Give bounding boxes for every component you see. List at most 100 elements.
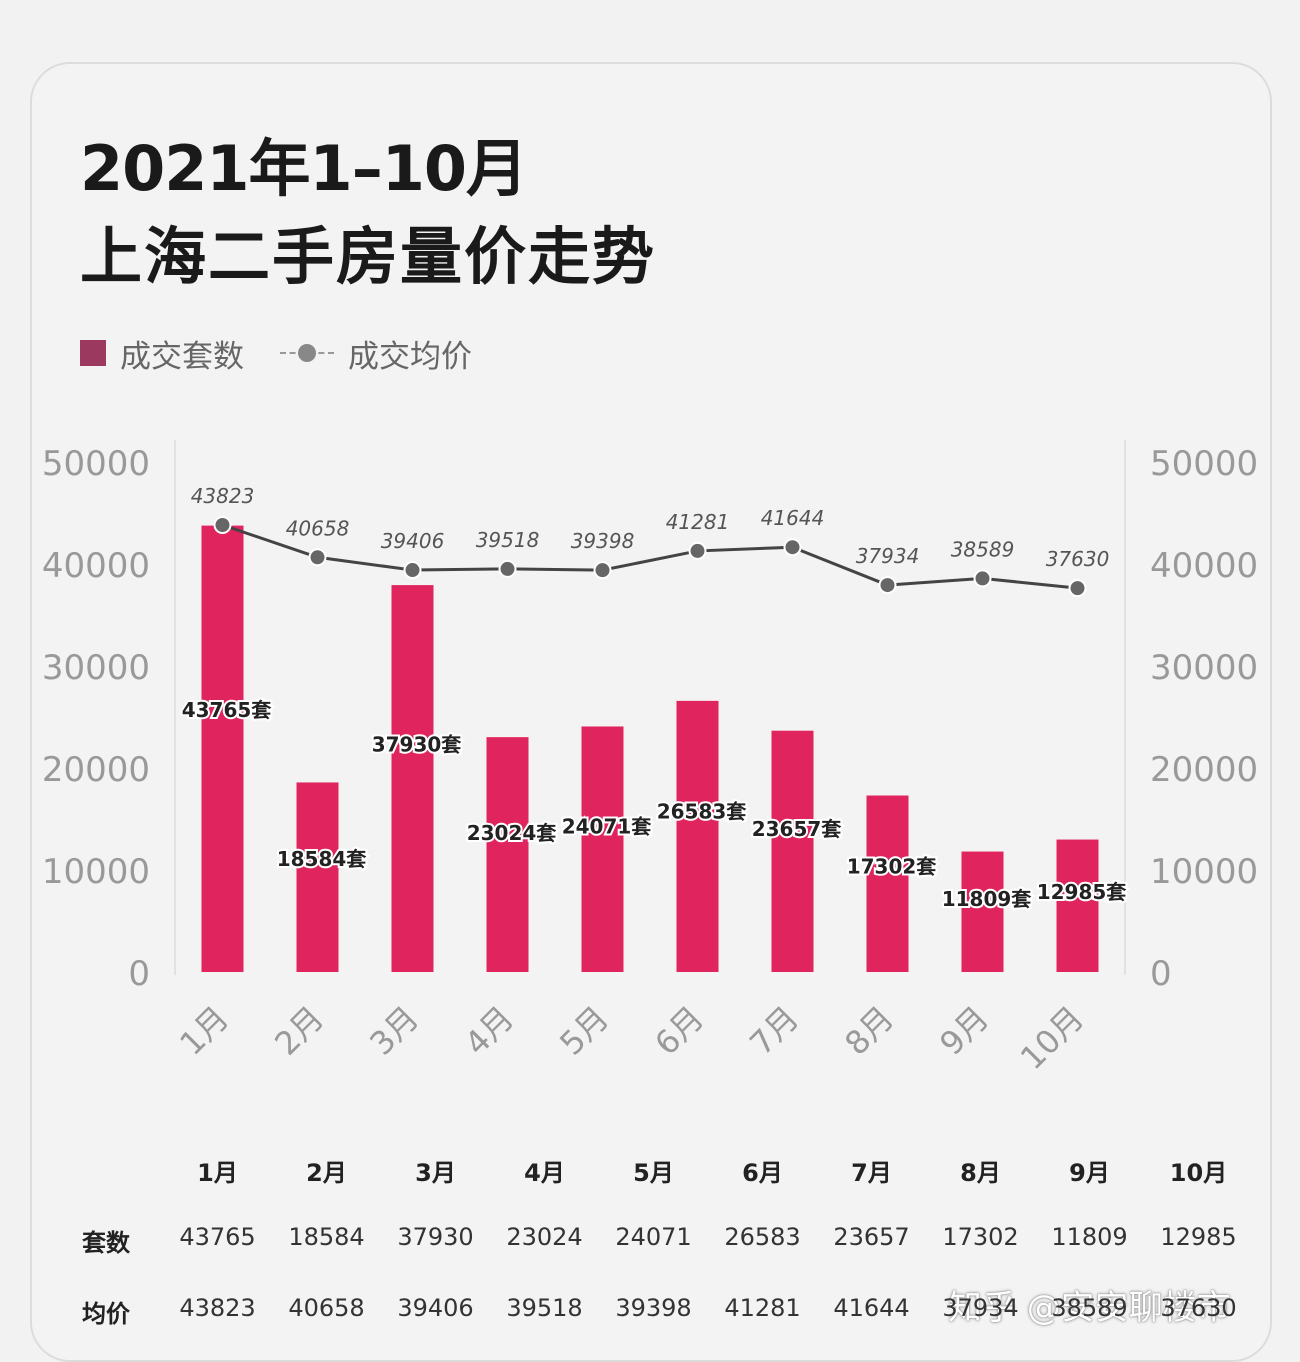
bar-10 <box>1056 839 1099 972</box>
y-left-tick-label: 20000 <box>42 750 150 790</box>
y-left-tick-label: 10000 <box>42 852 150 892</box>
table-header-cell: 4月 <box>524 1159 565 1187</box>
legend-line-label: 成交均价 <box>348 338 472 375</box>
y-right-tick-label: 30000 <box>1150 648 1258 688</box>
table-cell: 23657 <box>833 1223 910 1251</box>
price-point-6 <box>688 541 707 560</box>
price-point-5 <box>593 561 612 580</box>
table-header-cell: 7月 <box>851 1159 892 1187</box>
y-right-tick-label: 50000 <box>1150 444 1258 484</box>
chart-title-line1: 2021年1–10月 <box>80 132 528 205</box>
bar-data-label: 23024套 <box>467 821 557 845</box>
table-cell: 37930 <box>397 1223 474 1251</box>
table-cell: 43765 <box>179 1223 256 1251</box>
price-data-label: 37630 <box>1046 547 1110 571</box>
price-data-label: 41644 <box>761 506 825 530</box>
y-left-tick-label: 50000 <box>42 444 150 484</box>
price-data-label: 37934 <box>856 544 920 568</box>
table-row-label: 均价 <box>82 1300 130 1328</box>
bar-7 <box>771 730 814 972</box>
x-tick-label: 7月 <box>742 999 806 1063</box>
table-cell: 40658 <box>288 1294 365 1322</box>
bar-2 <box>296 782 339 972</box>
price-point-4 <box>498 559 517 578</box>
bar-data-label: 12985套 <box>1037 880 1127 904</box>
bar-5 <box>581 726 624 972</box>
table-cell: 38589 <box>1051 1294 1128 1322</box>
y-left-tick-label: 0 <box>128 954 150 994</box>
bar-3 <box>391 585 434 972</box>
price-line <box>222 523 1078 590</box>
bar-data-label: 37930套 <box>372 733 462 757</box>
legend-bar-swatch <box>80 340 106 366</box>
bar-9 <box>961 851 1004 972</box>
price-data-label: 39406 <box>381 529 445 553</box>
y-right-tick-label: 40000 <box>1150 546 1258 586</box>
x-tick-label: 3月 <box>362 999 426 1063</box>
y-left-tick-label: 30000 <box>42 648 150 688</box>
bar-data-label: 23657套 <box>752 817 842 841</box>
price-data-label: 41281 <box>666 510 730 534</box>
bar-4 <box>486 737 529 972</box>
legend-bar-label: 成交套数 <box>120 338 244 375</box>
x-tick-label: 8月 <box>837 999 901 1063</box>
y-right-tick-label: 20000 <box>1150 750 1258 790</box>
bar-data-label: 11809套 <box>942 887 1032 911</box>
table-header-cell: 6月 <box>742 1159 783 1187</box>
price-data-label: 38589 <box>951 537 1015 561</box>
bar-data-label: 17302套 <box>847 855 937 879</box>
table-cell: 23024 <box>506 1223 583 1251</box>
bar-data-label: 26583套 <box>657 800 747 824</box>
table-header-cell: 3月 <box>415 1159 456 1187</box>
table-header-cell: 1月 <box>197 1159 238 1187</box>
table-cell: 37934 <box>942 1294 1019 1322</box>
table-header-cell: 10月 <box>1169 1159 1228 1187</box>
table-row-label: 套数 <box>82 1229 130 1257</box>
x-tick-label: 5月 <box>552 999 616 1063</box>
table-cell: 43823 <box>179 1294 256 1322</box>
bar-data-label: 18584套 <box>277 847 367 871</box>
chart-legend: 成交套数 成交均价 <box>80 330 472 376</box>
table-cell: 11809 <box>1051 1223 1128 1251</box>
x-tick-label: 1月 <box>172 999 236 1063</box>
price-data-label: 43823 <box>191 484 255 508</box>
table-header-cell: 5月 <box>633 1159 674 1187</box>
x-tick-label: 6月 <box>647 999 711 1063</box>
table-header-cell: 8月 <box>960 1159 1001 1187</box>
price-point-8 <box>878 576 897 595</box>
table-cell: 12985 <box>1160 1223 1237 1251</box>
price-point-2 <box>308 548 327 567</box>
y-right-tick-label: 0 <box>1150 954 1172 994</box>
price-data-label: 39398 <box>571 529 635 553</box>
table-cell: 41644 <box>833 1294 910 1322</box>
price-data-label: 40658 <box>286 516 350 540</box>
table-cell: 39398 <box>615 1294 692 1322</box>
y-right-tick-label: 10000 <box>1150 852 1258 892</box>
price-point-10 <box>1068 579 1087 598</box>
table-cell: 18584 <box>288 1223 365 1251</box>
table-cell: 39406 <box>397 1294 474 1322</box>
table-cell: 39518 <box>506 1294 583 1322</box>
table-cell: 41281 <box>724 1294 801 1322</box>
table-cell: 37630 <box>1160 1294 1237 1322</box>
bar-6 <box>676 700 719 972</box>
price-point-1 <box>213 516 232 535</box>
price-point-3 <box>403 561 422 580</box>
price-data-label: 39518 <box>476 528 540 552</box>
bar-1 <box>201 525 244 972</box>
y-left-tick-label: 40000 <box>42 546 150 586</box>
x-tick-label: 4月 <box>457 999 521 1063</box>
price-point-9 <box>973 569 992 588</box>
x-tick-label: 10月 <box>1013 999 1091 1077</box>
x-tick-label: 9月 <box>932 999 996 1063</box>
x-tick-label: 2月 <box>267 999 331 1063</box>
legend-line-swatch <box>280 343 334 363</box>
table-cell: 17302 <box>942 1223 1019 1251</box>
table-cell: 24071 <box>615 1223 692 1251</box>
bar-data-label: 43765套 <box>182 698 272 722</box>
bar-8 <box>866 795 909 972</box>
chart-title-line2: 上海二手房量价走势 <box>80 220 657 293</box>
table-cell: 26583 <box>724 1223 801 1251</box>
table-header-cell: 2月 <box>306 1159 347 1187</box>
